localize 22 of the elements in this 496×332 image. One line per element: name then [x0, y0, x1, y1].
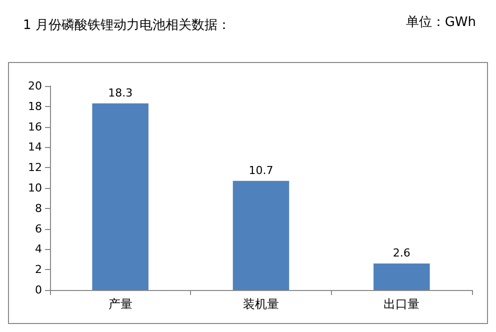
y-tick-label: 16 [28, 120, 42, 134]
y-tick-label: 18 [28, 100, 42, 113]
y-tick-label: 2 [35, 263, 42, 276]
y-tick-label: 6 [35, 222, 42, 236]
chart-title: 1 月份磷酸铁锂动力电池相关数据： [23, 18, 230, 33]
bar [374, 263, 430, 290]
data-label: 2.6 [392, 246, 410, 260]
bar [232, 180, 290, 290]
y-tick-label: 14 [28, 140, 42, 154]
x-tick-label: 装机量 [243, 297, 279, 311]
x-tick-label: 出口量 [384, 297, 420, 311]
y-tick-label: 8 [35, 202, 42, 215]
y-tick-label: 10 [28, 182, 42, 194]
x-tick-label: 产量 [108, 297, 132, 311]
bar [92, 103, 148, 290]
y-tick-label: 4 [35, 242, 42, 256]
y-tick-label: 12 [28, 161, 42, 174]
data-label: 10.7 [248, 164, 274, 177]
data-label: 18.3 [108, 86, 133, 100]
y-tick-label: 20 [28, 80, 42, 92]
text: 单位：GWh [406, 15, 476, 30]
y-tick-label: 0 [35, 284, 42, 296]
